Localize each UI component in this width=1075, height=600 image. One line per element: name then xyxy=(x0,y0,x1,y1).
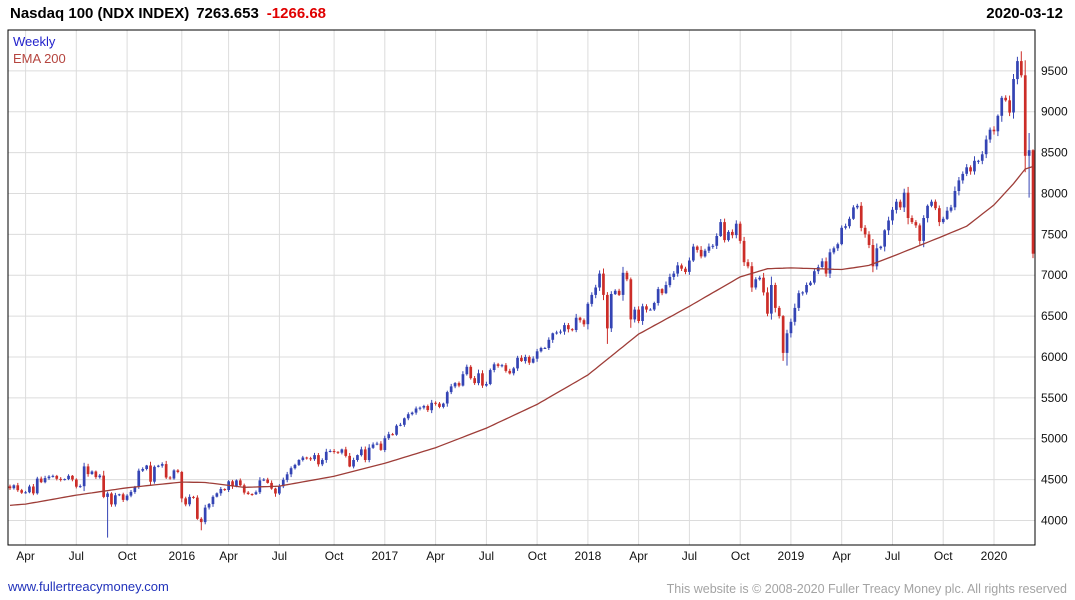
svg-text:Oct: Oct xyxy=(325,549,344,563)
svg-text:Jul: Jul xyxy=(479,549,494,563)
chart-date: 2020-03-12 xyxy=(986,5,1063,22)
chart-header: Nasdaq 100 (NDX INDEX) 7263.653 -1266.68 2… xyxy=(10,5,1067,27)
svg-text:Jul: Jul xyxy=(272,549,287,563)
svg-text:2019: 2019 xyxy=(778,549,805,563)
svg-text:Oct: Oct xyxy=(731,549,750,563)
svg-text:4000: 4000 xyxy=(1041,514,1068,528)
gridlines xyxy=(8,30,1035,545)
svg-text:2016: 2016 xyxy=(168,549,195,563)
svg-text:Apr: Apr xyxy=(219,549,238,563)
y-axis-labels: 4000 4500 5000 5500 6000 6500 7000 7500 8000 8500… xyxy=(1041,64,1068,528)
x-axis-labels: Apr Jul Oct 2016 Apr Jul Oct 2017 Apr Jul Oct 2018 A… xyxy=(16,549,1007,563)
svg-text:6000: 6000 xyxy=(1041,350,1068,364)
svg-text:5500: 5500 xyxy=(1041,391,1068,405)
svg-text:2017: 2017 xyxy=(371,549,398,563)
chart-legend: Weekly EMA 200 xyxy=(13,33,66,67)
copyright: This website is © 2008-2020 Fuller Treac… xyxy=(666,582,1067,596)
svg-text:9500: 9500 xyxy=(1041,64,1068,78)
page-footer: www.fullertreacymoney.com This website i… xyxy=(8,579,1067,597)
svg-text:Jul: Jul xyxy=(682,549,697,563)
site-link[interactable]: www.fullertreacymoney.com xyxy=(8,579,169,594)
svg-text:4500: 4500 xyxy=(1041,473,1068,487)
svg-text:Apr: Apr xyxy=(426,549,445,563)
svg-text:Apr: Apr xyxy=(16,549,35,563)
svg-text:Jul: Jul xyxy=(69,549,84,563)
candles xyxy=(8,51,1035,538)
svg-text:Apr: Apr xyxy=(832,549,851,563)
plot-border xyxy=(7,29,1036,546)
legend-interval-label: Weekly xyxy=(13,34,56,49)
svg-text:2018: 2018 xyxy=(575,549,602,563)
ema-line xyxy=(9,165,1034,507)
svg-text:Oct: Oct xyxy=(118,549,137,563)
svg-text:7500: 7500 xyxy=(1041,227,1068,241)
svg-text:Jul: Jul xyxy=(885,549,900,563)
svg-text:Oct: Oct xyxy=(528,549,547,563)
svg-text:5000: 5000 xyxy=(1041,432,1068,446)
svg-text:7000: 7000 xyxy=(1041,268,1068,282)
svg-text:8500: 8500 xyxy=(1041,146,1068,160)
svg-text:9000: 9000 xyxy=(1041,105,1068,119)
svg-text:6500: 6500 xyxy=(1041,309,1068,323)
svg-text:2020: 2020 xyxy=(981,549,1008,563)
price-chart[interactable]: 4000 4500 5000 5500 6000 6500 7000 7500 8000 8500… xyxy=(0,0,1075,575)
svg-text:Oct: Oct xyxy=(934,549,953,563)
page-title: Nasdaq 100 (NDX INDEX) xyxy=(10,5,190,22)
last-price: 7263.653 xyxy=(196,5,259,22)
price-change: -1266.68 xyxy=(266,5,327,22)
svg-text:Apr: Apr xyxy=(629,549,648,563)
svg-text:8000: 8000 xyxy=(1041,187,1068,201)
legend-ema-label: EMA 200 xyxy=(13,51,66,66)
